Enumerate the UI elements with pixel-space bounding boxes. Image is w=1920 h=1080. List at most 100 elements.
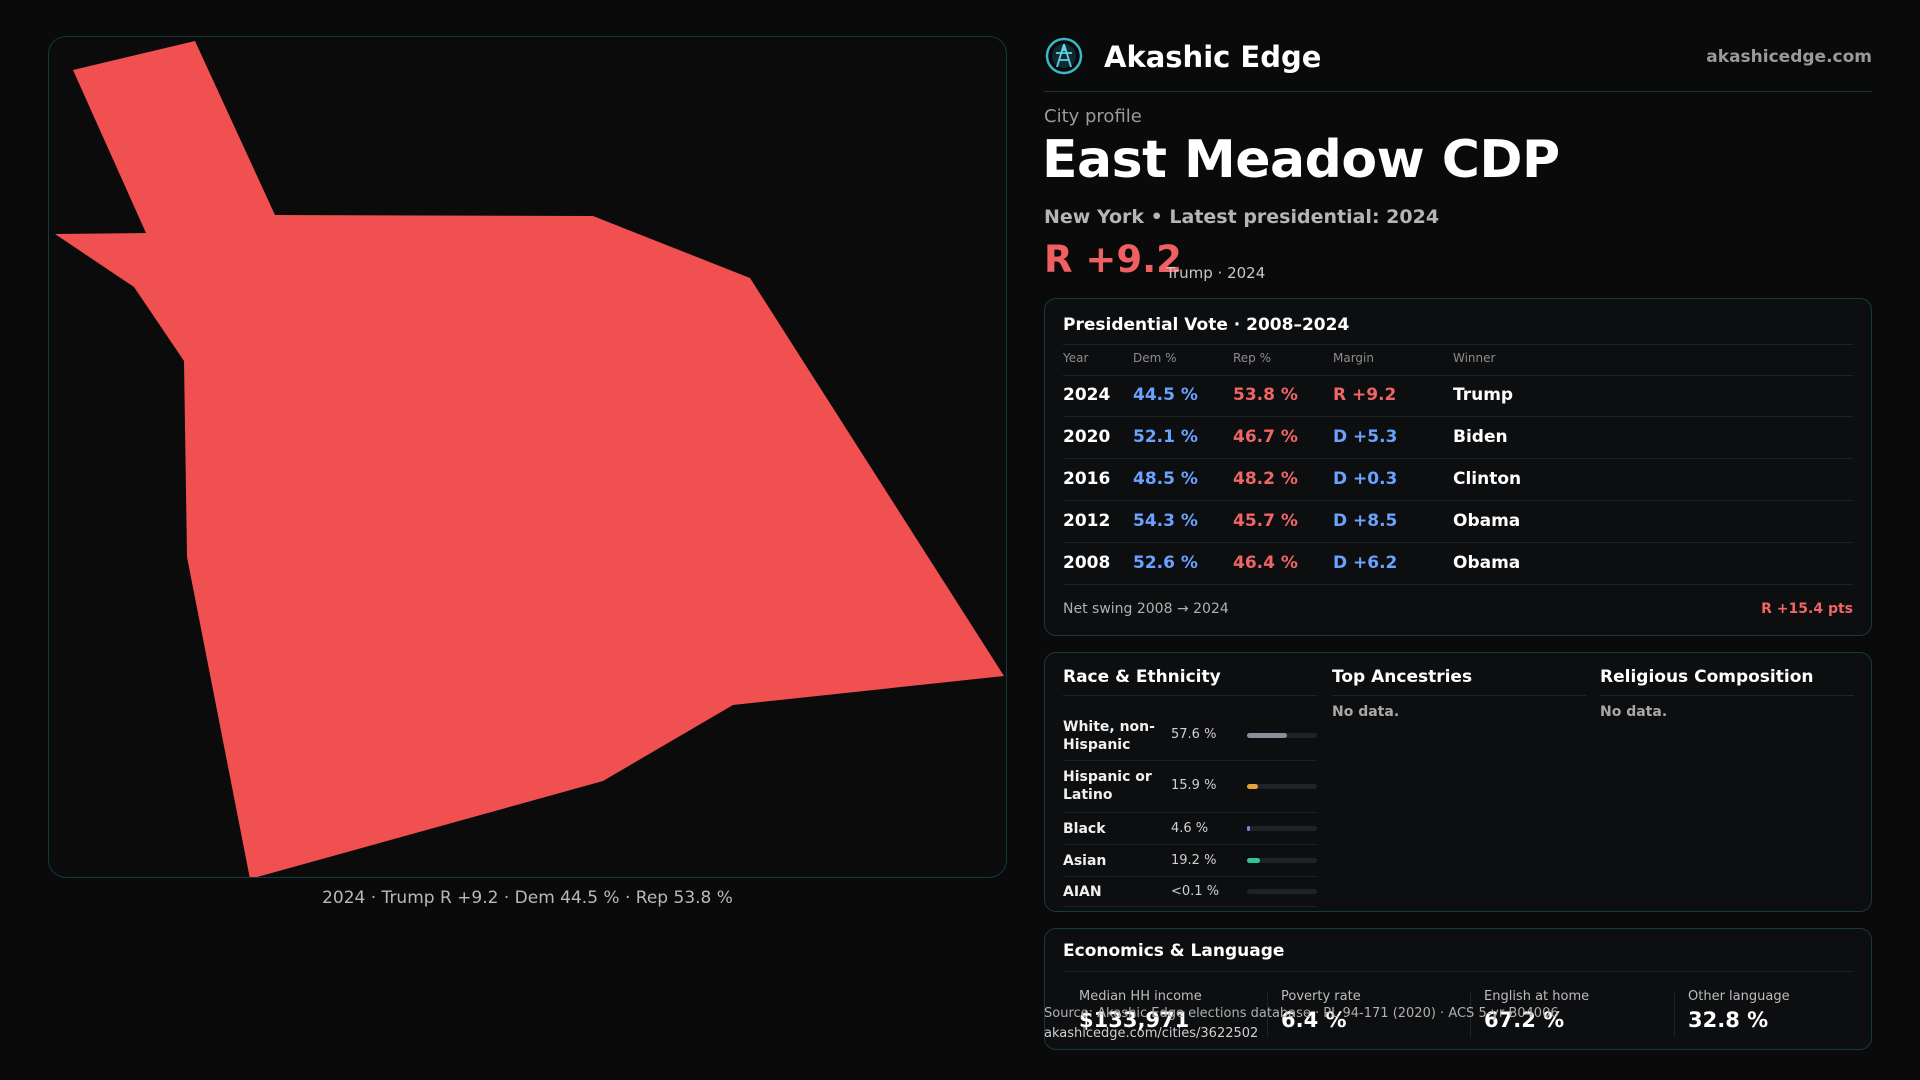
row-year: 2024 — [1063, 385, 1111, 405]
site-url-link[interactable]: akashicedge.com — [1706, 47, 1872, 67]
city-boundary-map[interactable] — [48, 36, 1007, 878]
table-row: 2020 52.1 % 46.7 % D +5.3 Biden — [1063, 417, 1853, 459]
race-value: 4.6 % — [1171, 821, 1209, 836]
row-winner: Biden — [1453, 427, 1508, 447]
vote-card-title: Presidential Vote · 2008–2024 — [1063, 315, 1350, 335]
race-row: Hispanic or Latino 15.9 % — [1063, 761, 1317, 813]
race-bar-track — [1247, 826, 1317, 831]
row-rep-pct: 45.7 % — [1233, 511, 1298, 531]
row-margin: R +9.2 — [1333, 385, 1397, 405]
race-value: 19.2 % — [1171, 853, 1217, 868]
divider — [1063, 344, 1853, 345]
race-name: AIAN — [1063, 884, 1102, 900]
ancestries-section: Top Ancestries No data. — [1332, 667, 1586, 720]
site-header: Akashic Edge akashicedge.com — [1044, 36, 1872, 92]
race-name: Black — [1063, 821, 1106, 837]
race-bar-fill — [1247, 784, 1259, 789]
source-note: Source: Akashic Edge elections database … — [1044, 1006, 1559, 1021]
page-url-link[interactable]: akashicedge.com/cities/3622502 — [1044, 1026, 1259, 1041]
table-row: 2012 54.3 % 45.7 % D +8.5 Obama — [1063, 501, 1853, 543]
econ-cell-other-language: Other language 32.8 % — [1688, 989, 1790, 1032]
brand-name[interactable]: Akashic Edge — [1104, 40, 1322, 74]
divider — [1267, 991, 1268, 1037]
state-name: New York — [1044, 206, 1145, 228]
religion-empty: No data. — [1600, 704, 1668, 720]
race-value: 15.9 % — [1171, 778, 1217, 793]
race-section-title: Race & Ethnicity — [1063, 667, 1221, 687]
page-kicker: City profile — [1044, 106, 1142, 127]
col-header-margin: Margin — [1333, 351, 1374, 365]
page-title: East Meadow CDP — [1042, 130, 1560, 190]
race-ethnicity-section: Race & Ethnicity White, non-Hispanic 57.… — [1063, 667, 1317, 907]
table-row: 2016 48.5 % 48.2 % D +0.3 Clinton — [1063, 459, 1853, 501]
row-dem-pct: 44.5 % — [1133, 385, 1198, 405]
row-margin: D +8.5 — [1333, 511, 1398, 531]
latest-election-label: • Latest presidential: 2024 — [1150, 206, 1440, 228]
net-swing-label: Net swing 2008 → 2024 — [1063, 601, 1229, 617]
econ-cell-income: Median HH income $133,971 — [1079, 989, 1202, 1032]
col-header-winner: Winner — [1453, 351, 1496, 365]
row-dem-pct: 48.5 % — [1133, 469, 1198, 489]
econ-label: Poverty rate — [1281, 989, 1361, 1004]
row-rep-pct: 53.8 % — [1233, 385, 1298, 405]
economics-title: Economics & Language — [1063, 941, 1285, 961]
divider — [1063, 375, 1853, 376]
race-name: Asian — [1063, 853, 1107, 869]
race-row: Black 4.6 % — [1063, 813, 1317, 845]
race-bar-fill — [1247, 826, 1251, 831]
page-footer: Source: Akashic Edge elections database … — [1044, 1004, 1559, 1044]
race-row: Asian 19.2 % — [1063, 845, 1317, 877]
row-rep-pct: 48.2 % — [1233, 469, 1298, 489]
col-header-dem: Dem % — [1133, 351, 1177, 365]
map-caption: 2024 · Trump R +9.2 · Dem 44.5 % · Rep 5… — [322, 888, 733, 908]
religion-section: Religious Composition No data. — [1600, 667, 1854, 720]
location-subline: New York • Latest presidential: 2024 — [1044, 206, 1439, 228]
city-boundary-shape — [55, 41, 1004, 877]
table-row: 2024 44.5 % 53.8 % R +9.2 Trump — [1063, 375, 1853, 417]
ancestries-title: Top Ancestries — [1332, 667, 1473, 687]
row-winner: Clinton — [1453, 469, 1522, 489]
econ-cell-poverty: Poverty rate 6.4 % — [1281, 989, 1361, 1032]
row-year: 2020 — [1063, 427, 1111, 447]
race-bar-track — [1247, 858, 1317, 863]
religion-title: Religious Composition — [1600, 667, 1814, 687]
econ-value: $133,971 — [1079, 1008, 1190, 1032]
divider — [1674, 991, 1675, 1037]
divider — [1063, 695, 1317, 696]
net-swing-value: R +15.4 pts — [1761, 601, 1853, 617]
row-dem-pct: 54.3 % — [1133, 511, 1198, 531]
compass-globe-icon[interactable] — [1044, 36, 1084, 76]
ancestries-empty: No data. — [1332, 704, 1400, 720]
col-header-year: Year — [1063, 351, 1089, 365]
econ-value: 32.8 % — [1688, 1008, 1769, 1032]
econ-label: Median HH income — [1079, 989, 1202, 1004]
table-row: 2008 52.6 % 46.4 % D +6.2 Obama — [1063, 543, 1853, 585]
divider — [1600, 695, 1854, 696]
race-value: <0.1 % — [1171, 884, 1220, 899]
race-row: AIAN <0.1 % — [1063, 877, 1317, 907]
race-bar-fill — [1247, 858, 1261, 863]
divider — [1470, 991, 1471, 1037]
row-margin: D +0.3 — [1333, 469, 1398, 489]
row-rep-pct: 46.4 % — [1233, 553, 1298, 573]
presidential-vote-card: Presidential Vote · 2008–2024 Year Dem %… — [1044, 298, 1872, 636]
row-year: 2008 — [1063, 553, 1111, 573]
row-margin: D +6.2 — [1333, 553, 1398, 573]
econ-value: 67.2 % — [1484, 1008, 1565, 1032]
row-dem-pct: 52.1 % — [1133, 427, 1198, 447]
econ-cell-english: English at home 67.2 % — [1484, 989, 1589, 1032]
demographics-card: Race & Ethnicity White, non-Hispanic 57.… — [1044, 652, 1872, 912]
race-bar-fill — [1247, 733, 1288, 738]
row-dem-pct: 52.6 % — [1133, 553, 1198, 573]
row-winner: Obama — [1453, 553, 1521, 573]
race-name: Hispanic or Latino — [1063, 769, 1152, 803]
row-margin: D +5.3 — [1333, 427, 1398, 447]
econ-label: English at home — [1484, 989, 1590, 1004]
race-value: 57.6 % — [1171, 727, 1217, 742]
economics-card: Economics & Language Median HH income $1… — [1044, 928, 1872, 1050]
row-rep-pct: 46.7 % — [1233, 427, 1298, 447]
divider — [1332, 695, 1586, 696]
race-name: White, non-Hispanic — [1063, 719, 1155, 753]
econ-value: 6.4 % — [1281, 1008, 1347, 1032]
row-year: 2012 — [1063, 511, 1111, 531]
